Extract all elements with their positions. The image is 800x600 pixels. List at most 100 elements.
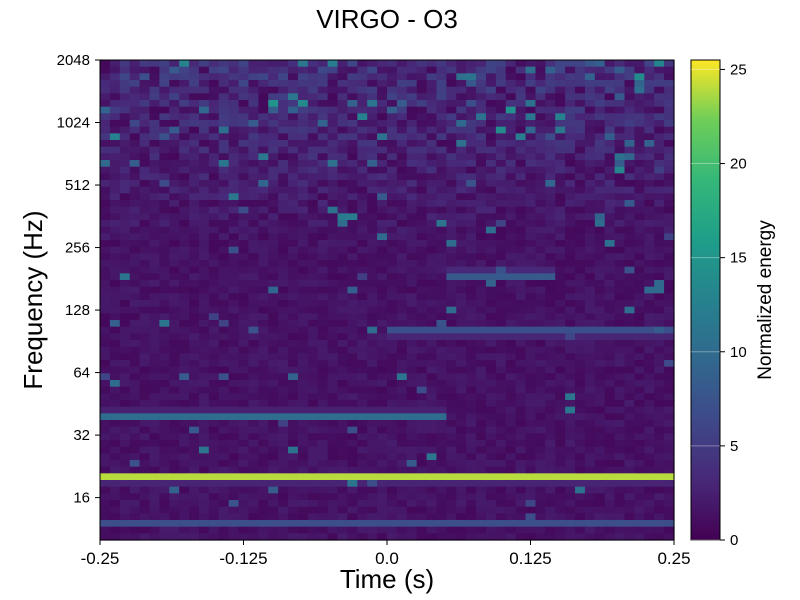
heatmap-cell bbox=[584, 380, 596, 388]
heatmap-cell bbox=[367, 386, 378, 394]
heatmap-cell bbox=[297, 306, 309, 314]
heatmap-cell bbox=[149, 173, 160, 181]
heatmap-cell bbox=[485, 520, 497, 528]
heatmap-cell bbox=[535, 133, 546, 141]
heatmap-cell bbox=[278, 140, 289, 148]
heatmap-cell bbox=[109, 273, 121, 281]
heatmap-cell bbox=[624, 346, 636, 354]
heatmap-cell bbox=[614, 140, 626, 148]
heatmap-cell bbox=[387, 300, 398, 308]
heatmap-cell bbox=[218, 306, 230, 314]
heatmap-cell bbox=[139, 73, 151, 81]
heatmap-cell bbox=[634, 253, 645, 261]
heatmap-cell bbox=[169, 506, 180, 514]
heatmap-cell bbox=[169, 113, 180, 121]
heatmap-cell bbox=[466, 300, 477, 308]
heatmap-cell bbox=[555, 380, 566, 388]
heatmap-cell bbox=[268, 406, 279, 414]
heatmap-cell bbox=[218, 446, 230, 454]
heatmap-cell bbox=[624, 120, 636, 128]
heatmap-cell bbox=[119, 386, 131, 394]
heatmap-cell bbox=[307, 260, 319, 268]
heatmap-cell bbox=[634, 100, 645, 108]
heatmap-cell bbox=[664, 406, 675, 414]
heatmap-cell bbox=[664, 506, 675, 514]
heatmap-cell bbox=[228, 426, 240, 434]
heatmap-cell bbox=[396, 426, 408, 434]
heatmap-cell bbox=[288, 206, 299, 214]
heatmap-cell bbox=[139, 406, 151, 414]
heatmap-cell bbox=[476, 146, 487, 154]
heatmap-cell bbox=[485, 273, 497, 281]
heatmap-cell bbox=[664, 360, 675, 368]
heatmap-cell bbox=[584, 213, 596, 221]
heatmap-cell bbox=[208, 260, 220, 268]
heatmap-cell bbox=[396, 506, 408, 514]
heatmap-cell bbox=[406, 466, 418, 474]
heatmap-cell bbox=[179, 240, 190, 248]
heatmap-cell bbox=[377, 426, 388, 434]
heatmap-cell bbox=[604, 320, 616, 328]
heatmap-cell bbox=[228, 246, 240, 254]
heatmap-cell bbox=[406, 320, 418, 328]
heatmap-cell bbox=[604, 500, 616, 508]
heatmap-cell bbox=[545, 466, 556, 474]
heatmap-cell bbox=[525, 300, 537, 308]
heatmap-cell bbox=[396, 100, 408, 108]
heatmap-cell bbox=[169, 313, 180, 321]
heatmap-cell bbox=[535, 173, 546, 181]
heatmap-cell bbox=[406, 480, 418, 488]
heatmap-cell bbox=[525, 526, 537, 534]
heatmap-cell bbox=[515, 166, 527, 174]
heatmap-cell bbox=[228, 373, 240, 381]
heatmap-cell bbox=[307, 166, 319, 174]
heatmap-cell bbox=[327, 173, 339, 181]
heatmap-cell bbox=[456, 453, 467, 461]
heatmap-cell bbox=[139, 153, 151, 161]
heatmap-cell bbox=[456, 300, 467, 308]
heatmap-cell bbox=[525, 180, 537, 188]
heatmap-cell bbox=[515, 386, 527, 394]
heatmap-cell bbox=[664, 120, 675, 128]
heatmap-cell bbox=[218, 513, 230, 521]
heatmap-cell bbox=[654, 333, 665, 341]
heatmap-cell bbox=[495, 206, 507, 214]
heatmap-cell bbox=[594, 473, 606, 481]
heatmap-cell bbox=[337, 266, 349, 274]
heatmap-cell bbox=[575, 166, 586, 174]
heatmap-cell bbox=[357, 193, 368, 201]
heatmap-cell bbox=[515, 300, 527, 308]
heatmap-cell bbox=[495, 66, 507, 74]
heatmap-cell bbox=[119, 93, 131, 101]
heatmap-cell bbox=[377, 413, 388, 421]
heatmap-cell bbox=[169, 493, 180, 501]
heatmap-cell bbox=[396, 273, 408, 281]
heatmap-cell bbox=[248, 106, 259, 114]
heatmap-cell bbox=[654, 486, 665, 494]
heatmap-cell bbox=[456, 506, 467, 514]
heatmap-cell bbox=[179, 453, 190, 461]
heatmap-cell bbox=[179, 373, 190, 381]
heatmap-cell bbox=[169, 280, 180, 288]
heatmap-cell bbox=[634, 280, 645, 288]
heatmap-cell bbox=[268, 180, 279, 188]
heatmap-cell bbox=[198, 193, 210, 201]
heatmap-cell bbox=[624, 80, 636, 88]
heatmap-cell bbox=[347, 326, 358, 334]
heatmap-cell bbox=[297, 300, 309, 308]
heatmap-cell bbox=[159, 506, 170, 514]
heatmap-cell bbox=[624, 66, 636, 74]
heatmap-cell bbox=[367, 93, 378, 101]
heatmap-cell bbox=[476, 200, 487, 208]
heatmap-cell bbox=[416, 460, 428, 468]
heatmap-cell bbox=[525, 500, 537, 508]
heatmap-cell bbox=[198, 206, 210, 214]
heatmap-cell bbox=[208, 280, 220, 288]
heatmap-cell bbox=[446, 460, 457, 468]
heatmap-cell bbox=[565, 86, 576, 94]
heatmap-cell bbox=[555, 506, 566, 514]
heatmap-cell bbox=[317, 386, 329, 394]
heatmap-cell bbox=[100, 460, 111, 468]
heatmap-cell bbox=[575, 513, 586, 521]
heatmap-cell bbox=[555, 266, 566, 274]
